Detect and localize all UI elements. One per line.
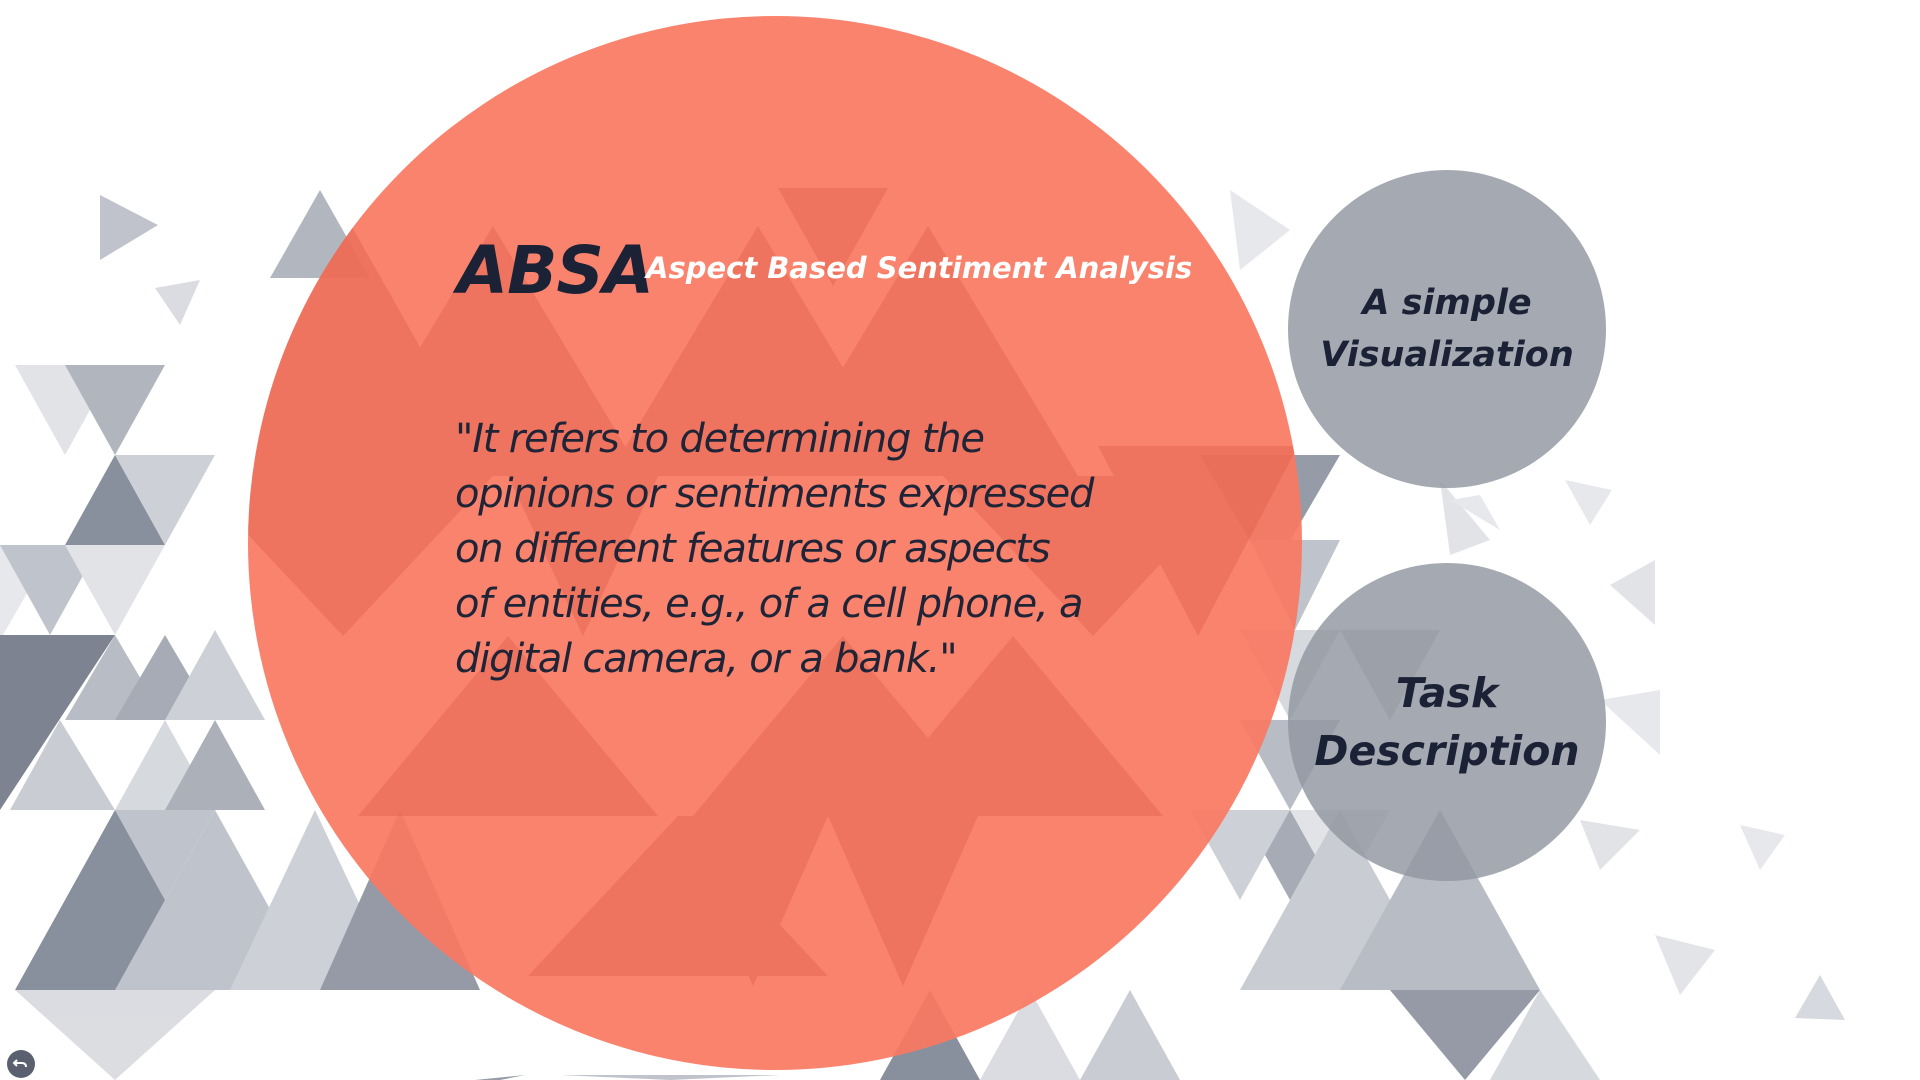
bg-triangle bbox=[1080, 990, 1180, 1080]
bg-triangle bbox=[10, 720, 115, 810]
bg-triangle bbox=[1390, 990, 1540, 1080]
bg-triangle bbox=[65, 545, 165, 635]
slide-subtitle: Aspect Based Sentiment Analysis bbox=[646, 251, 1193, 285]
bg-triangle bbox=[1655, 935, 1715, 995]
bg-triangle bbox=[475, 1075, 525, 1080]
bg-triangle bbox=[1450, 495, 1500, 530]
visualization-nav-label: A simple Visualization bbox=[1320, 283, 1574, 375]
bg-triangle bbox=[165, 630, 265, 720]
circle-triangle-overlay bbox=[248, 16, 1298, 986]
bg-triangle bbox=[115, 810, 215, 900]
overlay-triangle bbox=[508, 476, 658, 636]
bg-triangle bbox=[560, 1075, 780, 1080]
bg-triangle bbox=[115, 455, 215, 545]
task-description-nav-circle[interactable]: Task Description bbox=[1288, 563, 1606, 881]
overlay-triangle bbox=[943, 476, 1243, 636]
task-description-nav-label: Task Description bbox=[1314, 669, 1580, 775]
definition-quote: "It refers to determining the opinions o… bbox=[455, 416, 1094, 682]
bg-triangle bbox=[1340, 810, 1540, 990]
overlay-triangle bbox=[828, 816, 978, 986]
bg-triangle bbox=[0, 545, 100, 635]
overlay-triangle bbox=[528, 816, 828, 976]
bg-triangle bbox=[15, 990, 215, 1080]
bg-triangle bbox=[165, 720, 265, 810]
bg-triangle bbox=[1610, 560, 1655, 625]
bg-triangle bbox=[1440, 480, 1490, 555]
overlay-triangle bbox=[778, 226, 1078, 476]
bg-triangle bbox=[1600, 690, 1660, 755]
overlay-triangle bbox=[608, 226, 908, 476]
main-circle bbox=[248, 16, 1302, 1070]
back-button[interactable] bbox=[7, 1050, 35, 1078]
overlay-triangle bbox=[338, 16, 448, 106]
overlay-triangle bbox=[778, 188, 888, 286]
overlay-triangle bbox=[358, 636, 658, 816]
overlay-triangle bbox=[248, 476, 493, 636]
bg-triangle bbox=[1580, 820, 1640, 870]
bg-triangle bbox=[1795, 975, 1845, 1020]
bg-triangle bbox=[100, 195, 158, 260]
bg-triangle bbox=[65, 455, 165, 545]
back-arrow-icon bbox=[12, 1059, 27, 1068]
bg-triangle bbox=[1230, 190, 1290, 270]
bg-triangle bbox=[65, 365, 165, 455]
bg-triangle bbox=[1565, 480, 1612, 525]
visualization-nav-circle[interactable]: A simple Visualization bbox=[1288, 170, 1606, 488]
bg-triangle bbox=[1740, 825, 1785, 870]
overlay-triangle bbox=[1098, 446, 1298, 636]
bg-triangle bbox=[1490, 990, 1600, 1080]
bg-triangle bbox=[155, 280, 200, 325]
overlay-triangle bbox=[248, 211, 493, 476]
bg-triangle bbox=[0, 635, 115, 810]
slide-title: ABSA bbox=[457, 232, 654, 309]
overlay-triangle bbox=[343, 226, 643, 476]
bg-triangle bbox=[980, 990, 1080, 1080]
overlay-triangle bbox=[863, 636, 1163, 816]
overlay-triangle bbox=[678, 816, 828, 986]
overlay-triangle bbox=[693, 636, 993, 816]
